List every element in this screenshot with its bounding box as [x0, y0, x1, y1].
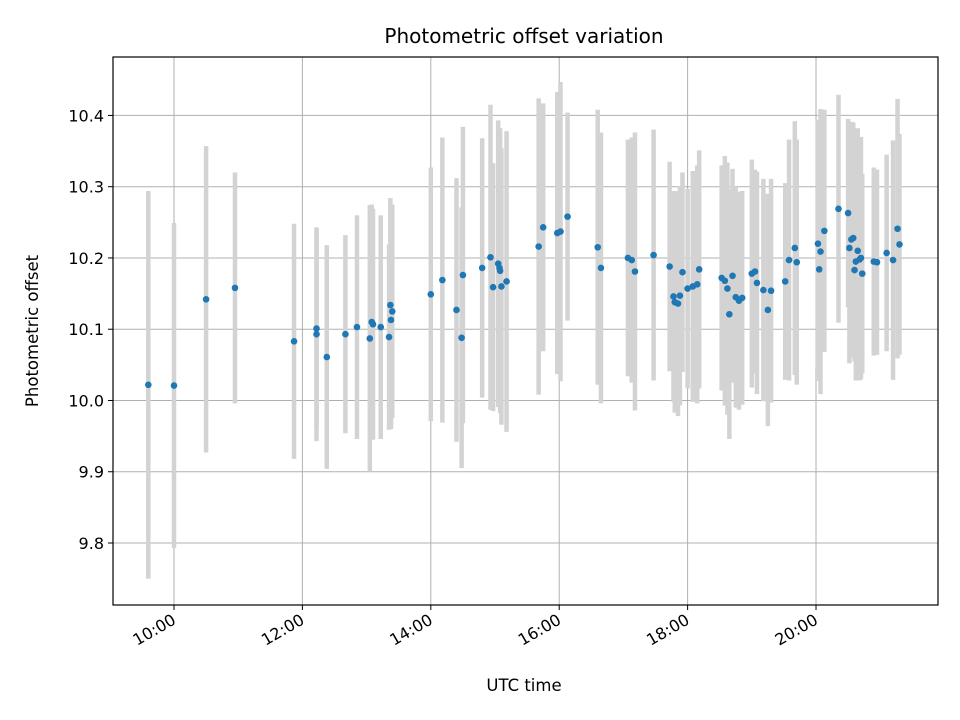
data-point	[753, 279, 761, 287]
chart-title: Photometric offset variation	[384, 24, 663, 48]
data-point	[857, 254, 865, 262]
data-point	[695, 266, 703, 273]
x-axis-label: UTC time	[486, 676, 561, 695]
y-tick-label: 9.9	[79, 463, 104, 482]
data-point	[844, 209, 852, 217]
data-point	[387, 301, 394, 309]
data-point	[170, 382, 178, 389]
data-point	[729, 272, 736, 280]
data-point	[781, 278, 789, 285]
data-point	[489, 283, 497, 291]
data-point	[313, 330, 320, 338]
data-point	[498, 283, 505, 290]
data-point	[453, 306, 460, 314]
data-point	[427, 291, 435, 298]
y-tick-label: 10.4	[68, 106, 104, 125]
data-point	[650, 251, 657, 259]
data-point	[679, 268, 686, 276]
data-points	[145, 205, 903, 389]
data-point	[323, 353, 331, 361]
data-point	[846, 244, 853, 252]
data-point	[726, 310, 733, 318]
data-point	[894, 225, 901, 233]
data-point	[377, 323, 385, 331]
data-point	[684, 285, 691, 292]
data-point	[503, 278, 510, 285]
y-tick-label: 10.3	[68, 178, 104, 197]
data-point	[666, 263, 673, 270]
data-point	[889, 256, 897, 264]
data-point	[764, 306, 772, 314]
data-point	[594, 243, 602, 251]
data-point	[387, 316, 395, 324]
data-point	[676, 292, 684, 300]
data-point	[202, 295, 210, 303]
data-point	[674, 300, 682, 307]
data-point	[767, 287, 775, 295]
data-point	[815, 266, 823, 273]
y-axis: 9.8 9.9 10.0 10.1 10.2 10.3 10.4	[68, 106, 113, 553]
data-point	[388, 308, 396, 315]
data-point	[791, 244, 799, 252]
data-point	[854, 247, 862, 255]
data-point	[793, 258, 801, 266]
data-point	[896, 241, 903, 248]
data-point	[817, 248, 824, 255]
data-point	[858, 270, 866, 277]
data-point	[313, 325, 320, 332]
data-point	[835, 205, 842, 213]
data-point	[145, 381, 152, 389]
data-point	[564, 213, 571, 220]
data-point	[821, 227, 828, 235]
data-point	[459, 271, 467, 279]
data-point	[814, 240, 822, 248]
data-point	[851, 266, 858, 274]
data-point	[873, 258, 881, 266]
data-point	[458, 334, 465, 342]
data-point	[751, 268, 759, 275]
y-tick-label: 10.0	[68, 391, 104, 410]
data-point	[738, 294, 746, 302]
data-point	[721, 277, 729, 285]
data-point	[366, 335, 374, 342]
data-point	[693, 281, 701, 288]
data-point	[342, 330, 349, 338]
data-point	[849, 234, 857, 242]
data-point	[724, 285, 731, 292]
data-point	[883, 249, 890, 257]
y-tick-label: 10.1	[68, 320, 104, 339]
data-point	[353, 323, 361, 331]
data-point	[478, 264, 486, 272]
data-point	[597, 264, 605, 272]
data-point	[539, 224, 547, 231]
data-point	[231, 284, 239, 292]
data-point	[496, 267, 504, 275]
data-point	[487, 253, 494, 261]
axes-frame	[112, 56, 939, 606]
data-point	[439, 276, 446, 284]
data-point	[290, 338, 298, 345]
data-point	[760, 286, 767, 294]
data-point	[670, 293, 677, 300]
data-point	[385, 333, 393, 341]
data-point	[557, 228, 564, 235]
data-point	[369, 320, 377, 328]
y-tick-label: 9.8	[79, 534, 104, 553]
data-point	[631, 268, 639, 275]
data-point	[785, 256, 793, 264]
data-point	[628, 256, 636, 264]
y-axis-label: Photometric offset	[23, 254, 42, 407]
data-point	[535, 243, 542, 250]
y-tick-label: 10.2	[68, 249, 104, 268]
